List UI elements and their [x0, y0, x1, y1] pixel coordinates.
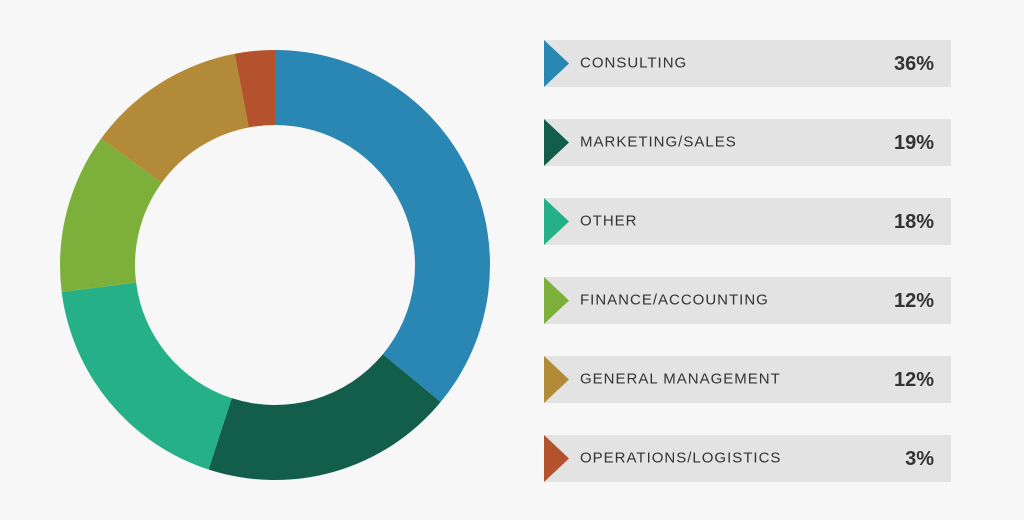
value-label: 12%	[894, 290, 934, 312]
value-label: 19%	[894, 132, 934, 154]
legend-row	[544, 119, 951, 166]
donut-slice	[234, 50, 275, 128]
legend-label: GENERAL MANAGEMENT	[580, 370, 781, 387]
legend-row	[544, 277, 951, 324]
legend-row	[544, 40, 951, 87]
legend-marker	[544, 119, 569, 166]
legend-label: OPERATIONS/LOGISTICS	[580, 449, 781, 466]
legend-label: OTHER	[580, 212, 638, 229]
donut-slice	[61, 282, 232, 470]
legend-marker	[544, 198, 569, 245]
donut-slice	[275, 50, 490, 403]
legend-marker	[544, 277, 569, 324]
legend-row	[544, 435, 951, 482]
legend-row	[544, 356, 951, 403]
donut-slice	[208, 354, 441, 480]
legend-label: MARKETING/SALES	[580, 133, 737, 150]
legend-marker	[544, 356, 569, 403]
legend-label: FINANCE/ACCOUNTING	[580, 291, 769, 308]
donut-slice	[60, 138, 162, 292]
value-label: 36%	[894, 53, 934, 75]
value-label: 12%	[894, 369, 934, 391]
legend-marker	[544, 40, 569, 87]
value-label: 3%	[905, 448, 934, 470]
legend-marker	[544, 435, 569, 482]
legend-label: CONSULTING	[580, 54, 687, 71]
legend-row	[544, 198, 951, 245]
donut-slice	[101, 53, 249, 183]
value-label: 18%	[894, 211, 934, 233]
